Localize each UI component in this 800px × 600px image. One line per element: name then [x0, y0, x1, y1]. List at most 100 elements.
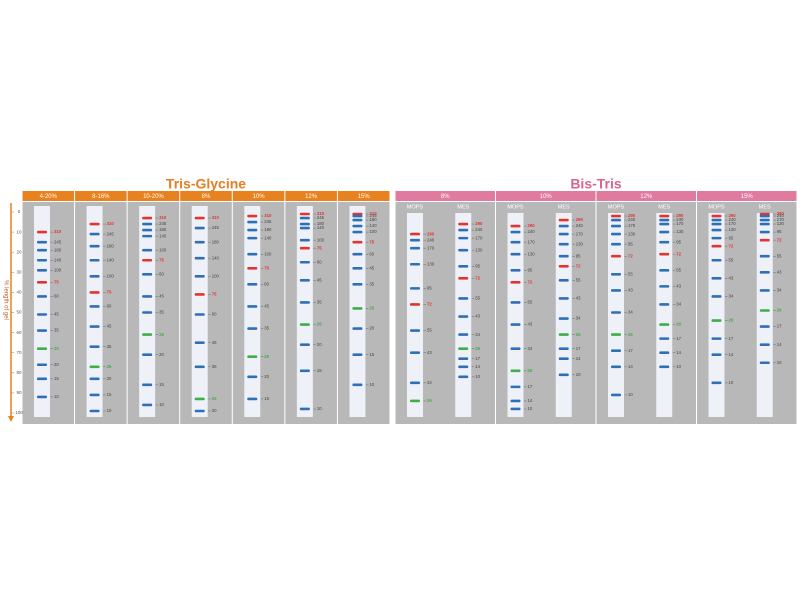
- band-label: 130: [528, 251, 536, 256]
- band: [299, 246, 310, 250]
- band-label: 130: [427, 261, 435, 266]
- band-label: 75: [264, 265, 269, 270]
- band: [89, 232, 100, 236]
- band: [659, 268, 670, 272]
- band-label: 45: [107, 324, 112, 329]
- band-label: 95: [576, 253, 581, 258]
- band: [458, 222, 469, 226]
- band: [299, 222, 310, 226]
- band-label: 45: [264, 304, 269, 309]
- gel-header: [75, 191, 127, 201]
- band: [458, 248, 469, 252]
- band: [299, 369, 310, 373]
- band: [458, 264, 469, 268]
- lane-strip: [34, 206, 50, 417]
- band: [759, 343, 770, 346]
- band: [352, 240, 363, 244]
- band: [711, 218, 722, 222]
- band: [142, 333, 153, 336]
- band-label: 10: [729, 380, 734, 385]
- band: [194, 240, 205, 244]
- band-label: 34: [628, 310, 633, 315]
- band-label: 245: [369, 213, 377, 218]
- band: [89, 365, 100, 369]
- band-label: 72: [729, 243, 734, 248]
- band: [37, 248, 47, 252]
- lane-strip: [756, 213, 773, 417]
- band: [759, 212, 770, 216]
- band-label: 60: [107, 304, 112, 309]
- band-label: 290: [777, 211, 785, 216]
- band-label: 43: [427, 350, 432, 355]
- band: [558, 218, 569, 222]
- band: [247, 266, 258, 270]
- band-label: 43: [475, 314, 480, 319]
- band: [37, 313, 47, 316]
- band: [659, 285, 670, 288]
- band-label: 34: [729, 294, 734, 299]
- band-label: 95: [628, 241, 633, 246]
- band: [558, 254, 569, 258]
- band: [247, 228, 258, 232]
- band-label: 100: [264, 251, 272, 256]
- band-label: 10: [317, 406, 322, 411]
- band-label: 60: [54, 294, 59, 299]
- band: [611, 393, 621, 397]
- band: [659, 218, 670, 222]
- band: [37, 329, 47, 332]
- band-label: 35: [264, 326, 269, 331]
- band: [352, 307, 363, 310]
- band: [759, 214, 770, 218]
- band-label: 17: [729, 336, 734, 341]
- gel-label: 15%: [741, 194, 754, 200]
- band-label: 290: [729, 213, 737, 218]
- band-label: 10: [54, 394, 59, 399]
- band-label: 26: [628, 332, 633, 337]
- band-label: 43: [528, 322, 533, 327]
- band-label: 180: [264, 227, 272, 232]
- band-label: 14: [628, 364, 633, 369]
- gel-label: 12%: [305, 194, 318, 200]
- band-label: 140: [107, 257, 115, 262]
- band: [299, 407, 310, 411]
- band: [352, 252, 363, 256]
- gel-header: [596, 191, 696, 201]
- band-label: 245: [107, 231, 115, 236]
- band: [611, 224, 621, 228]
- band: [759, 309, 770, 312]
- band: [89, 345, 100, 348]
- band-label: 240: [576, 223, 584, 228]
- gel-label: 12%: [640, 194, 653, 200]
- band-label: 35: [159, 310, 164, 315]
- band: [194, 226, 205, 230]
- band: [510, 268, 521, 272]
- band-label: 26: [676, 322, 681, 327]
- band: [89, 305, 100, 308]
- band: [711, 236, 722, 240]
- band-label: 26: [777, 308, 782, 313]
- band: [247, 327, 258, 330]
- band-label: 34: [475, 332, 480, 337]
- band: [142, 353, 153, 357]
- band: [352, 283, 363, 286]
- band-label: 45: [369, 265, 374, 270]
- band-label: 17: [628, 348, 633, 353]
- band: [89, 275, 100, 278]
- lane-strip: [507, 213, 524, 417]
- band-label: 240: [528, 229, 536, 234]
- band: [37, 240, 47, 244]
- band-label: 180: [107, 243, 115, 248]
- band-label: 14: [777, 342, 782, 347]
- band-label: 240: [427, 237, 435, 242]
- band: [142, 295, 153, 298]
- lane-name: MES: [558, 204, 570, 210]
- band: [89, 258, 100, 262]
- band: [142, 228, 153, 232]
- band: [247, 214, 258, 218]
- band: [711, 222, 722, 226]
- band: [352, 224, 363, 228]
- band-label: 60: [264, 282, 269, 287]
- gel-header: [180, 191, 232, 201]
- band: [510, 323, 521, 326]
- y-tick-label: 100: [15, 410, 23, 415]
